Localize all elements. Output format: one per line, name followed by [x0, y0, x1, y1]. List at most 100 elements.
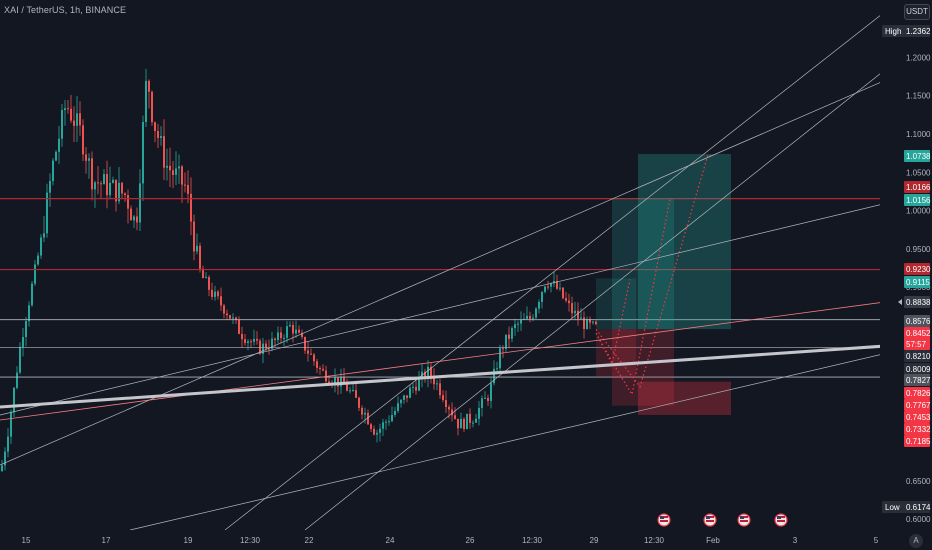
- candle-body: [109, 182, 111, 196]
- candle-body: [313, 354, 315, 362]
- trend-line[interactable]: [304, 57, 901, 531]
- candle-body: [292, 325, 294, 334]
- drawings-layer[interactable]: [0, 0, 932, 531]
- candle-body: [286, 326, 288, 338]
- trend-line[interactable]: [129, 349, 901, 531]
- high-label: High: [885, 27, 901, 36]
- flag-icon[interactable]: [657, 513, 671, 527]
- position-tool-zone[interactable]: [638, 381, 731, 415]
- price-tag-bg: [904, 411, 930, 423]
- candle-body: [322, 368, 324, 371]
- candle-body: [352, 390, 354, 392]
- candle-body: [316, 361, 318, 368]
- price-tag-bg: [904, 296, 930, 308]
- candle-body: [253, 338, 255, 342]
- time-tick-label: 26: [466, 536, 475, 545]
- flag-icon[interactable]: [774, 513, 788, 527]
- price-tag: 1.0156: [906, 196, 931, 205]
- trend-line[interactable]: [0, 59, 932, 466]
- time-axis[interactable]: 15 17 19 12:30 22 24 26 12:30 29 12:30 Feb 3 5: [0, 513, 880, 550]
- candle-body: [514, 324, 516, 329]
- candle-body: [19, 347, 21, 373]
- price-tag-bg: [904, 350, 930, 362]
- candle-body: [355, 390, 357, 398]
- tag-bg: [904, 501, 930, 513]
- candle-body: [508, 334, 510, 339]
- price-tag-bg: [904, 181, 930, 193]
- price-axis[interactable]: 1.20001.15001.10001.05001.00000.95000.90…: [880, 0, 932, 550]
- candle-body: [217, 291, 219, 297]
- price-tick-label: 1.0500: [906, 168, 931, 177]
- trend-line[interactable]: [224, 0, 901, 531]
- trend-line[interactable]: [0, 299, 901, 421]
- candle-body: [232, 317, 234, 319]
- candle-body: [586, 319, 588, 330]
- symbol-title: XAI / TetherUS, 1h, BINANCE: [4, 5, 127, 15]
- candle-body: [349, 390, 351, 392]
- trend-line[interactable]: [0, 343, 901, 409]
- candle-body: [505, 334, 507, 349]
- candles-layer: [1, 68, 597, 473]
- candle-body: [334, 377, 336, 384]
- projection-dotted-line[interactable]: [595, 153, 713, 389]
- price-tick-label: 0.6500: [906, 477, 931, 486]
- price-tag-bg: [904, 399, 930, 411]
- candle-body: [175, 168, 177, 175]
- candle-body: [583, 317, 585, 330]
- candle-body: [451, 409, 453, 416]
- candle-body: [589, 319, 591, 323]
- candle-body: [91, 158, 93, 190]
- time-tick-label: 12:30: [522, 536, 543, 545]
- candle-body: [496, 368, 498, 370]
- candle-body: [241, 333, 243, 340]
- position-tool-zone[interactable]: [596, 278, 636, 330]
- candle-body: [430, 366, 432, 376]
- flag-icon[interactable]: [737, 513, 751, 527]
- candle-body: [565, 298, 567, 301]
- candle-body: [28, 305, 30, 322]
- candle-body: [112, 179, 114, 183]
- candle-body: [7, 436, 9, 452]
- low-value: 0.6174: [906, 503, 931, 512]
- price-tag-bg: [904, 338, 930, 350]
- price-tag: 0.7453: [906, 413, 931, 422]
- price-tick-label: 0.9500: [906, 245, 931, 254]
- candle-body: [214, 291, 216, 297]
- candle-body: [208, 277, 210, 290]
- trend-line[interactable]: [0, 199, 901, 416]
- position-tool-zone[interactable]: [612, 329, 674, 406]
- flag-icon[interactable]: [703, 513, 717, 527]
- position-tool-zone[interactable]: [638, 154, 731, 330]
- candle-body: [466, 413, 468, 429]
- price-tag: 0.8210: [906, 352, 931, 361]
- candle-body: [538, 301, 540, 309]
- time-tick-label: 29: [590, 536, 599, 545]
- currency-unit-button[interactable]: USDT: [904, 4, 930, 20]
- price-tick-label: 1.1000: [906, 130, 931, 139]
- auto-scale-button[interactable]: A: [909, 534, 923, 548]
- price-tag-bg: [904, 363, 930, 375]
- candle-body: [196, 245, 198, 252]
- price-tag: 1.0166: [906, 183, 931, 192]
- candle-body: [499, 348, 501, 369]
- candle-body: [223, 305, 225, 314]
- time-tick-label: Feb: [706, 536, 720, 545]
- candle-body: [52, 160, 54, 182]
- candle-body: [70, 108, 72, 121]
- projection-dotted-line[interactable]: [595, 279, 631, 366]
- candle-body: [268, 348, 270, 350]
- candle-body: [385, 421, 387, 423]
- candle-body: [535, 308, 537, 318]
- candle-body: [532, 317, 534, 319]
- candle-body: [364, 412, 366, 415]
- position-tool-zone[interactable]: [612, 198, 674, 330]
- candle-body: [172, 170, 174, 175]
- candle-body: [319, 367, 321, 369]
- candle-body: [280, 332, 282, 338]
- price-tag: 0.8009: [906, 365, 931, 374]
- candle-body: [454, 415, 456, 419]
- candle-body: [529, 315, 531, 319]
- candle-body: [166, 165, 168, 168]
- candle-body: [298, 329, 300, 333]
